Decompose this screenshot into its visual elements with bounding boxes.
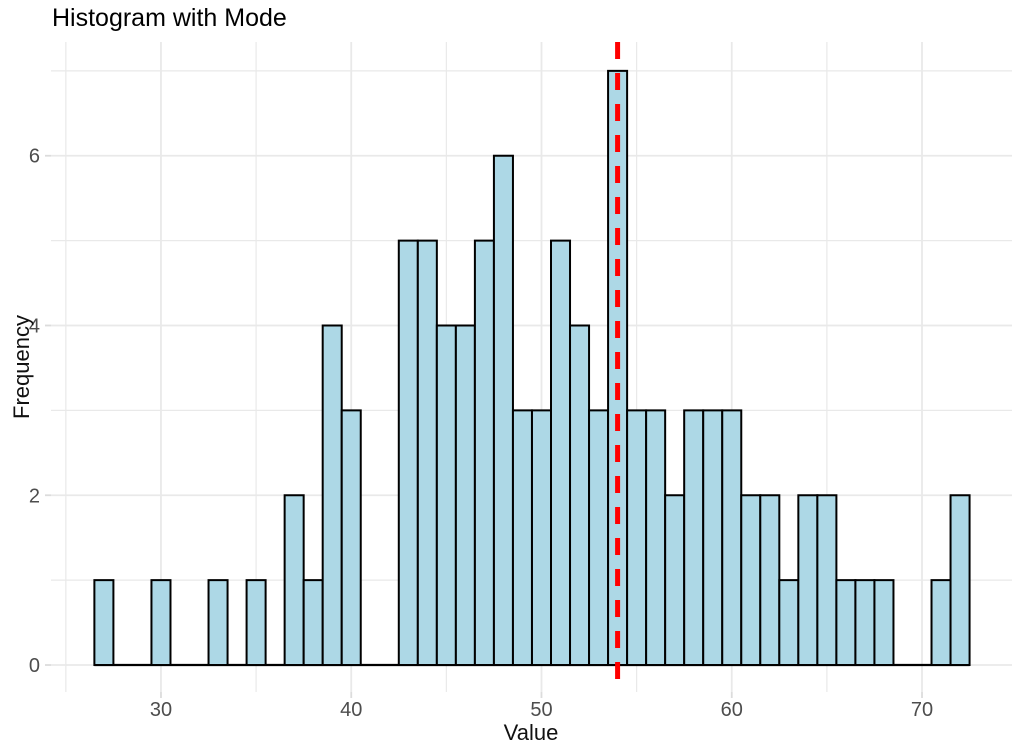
- histogram-bar: [797, 494, 819, 667]
- histogram-bar: [683, 409, 705, 667]
- x-tick-label: 60: [721, 699, 743, 721]
- y-tick-label: 0: [29, 655, 40, 677]
- histogram-bar: [302, 579, 324, 667]
- x-tick-label: 70: [911, 699, 933, 721]
- histogram-bar: [283, 494, 305, 667]
- y-tick-label: 6: [29, 146, 40, 168]
- y-tick-label: 4: [29, 315, 40, 337]
- x-axis-title: Value: [503, 720, 559, 745]
- histogram-bar: [759, 494, 781, 667]
- x-tick-label: 50: [530, 699, 552, 721]
- histogram-bar: [454, 324, 476, 667]
- x-tick-label: 30: [150, 699, 172, 721]
- histogram-bar: [702, 409, 724, 667]
- histogram-bar: [835, 579, 857, 667]
- histogram-bar: [530, 409, 553, 667]
- histogram-bar: [778, 579, 800, 667]
- plot-title: Histogram with Mode: [52, 4, 287, 32]
- histogram-bar: [588, 409, 610, 667]
- histogram-bar: [721, 409, 743, 667]
- histogram-bar: [626, 409, 648, 667]
- histogram-bar: [664, 494, 686, 667]
- histogram-bar: [245, 579, 267, 667]
- histogram-bar: [854, 579, 876, 667]
- histogram-bar: [930, 579, 952, 667]
- histogram-bar: [340, 409, 362, 667]
- histogram-bar: [473, 239, 495, 667]
- histogram-bar: [492, 154, 514, 667]
- histogram-bar: [740, 494, 762, 667]
- histogram-bar: [511, 409, 533, 667]
- histogram-bar: [816, 494, 838, 667]
- histogram-bar: [645, 409, 667, 667]
- x-tick-label: 40: [340, 699, 362, 721]
- histogram-bar: [435, 324, 457, 667]
- histogram-bar: [93, 579, 115, 667]
- histogram-bar: [416, 239, 438, 667]
- y-tick-label: 2: [29, 485, 40, 507]
- histogram-bar: [550, 239, 572, 667]
- histogram-bar: [873, 579, 895, 667]
- histogram-bar: [397, 239, 419, 667]
- histogram-bar: [569, 324, 591, 667]
- histogram-bar: [207, 579, 229, 667]
- y-axis-title: Frequency: [9, 315, 34, 419]
- histogram-bar: [321, 324, 343, 667]
- histogram-bar: [949, 494, 971, 667]
- histogram-bar: [150, 579, 172, 667]
